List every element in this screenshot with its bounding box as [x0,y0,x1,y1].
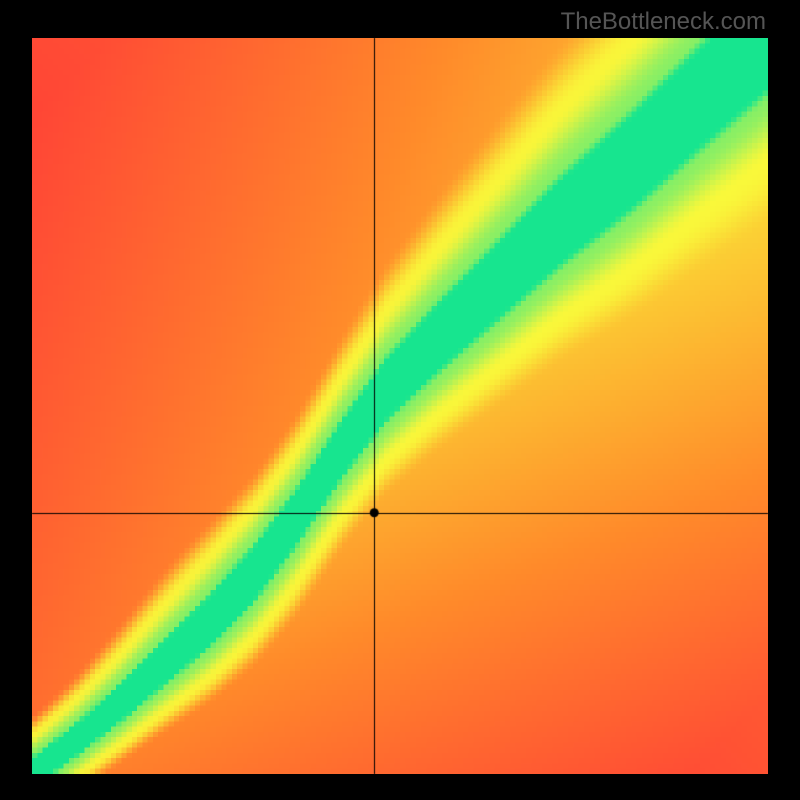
crosshair-overlay [0,0,800,800]
chart-stage: TheBottleneck.com [0,0,800,800]
watermark-text: TheBottleneck.com [561,8,766,36]
